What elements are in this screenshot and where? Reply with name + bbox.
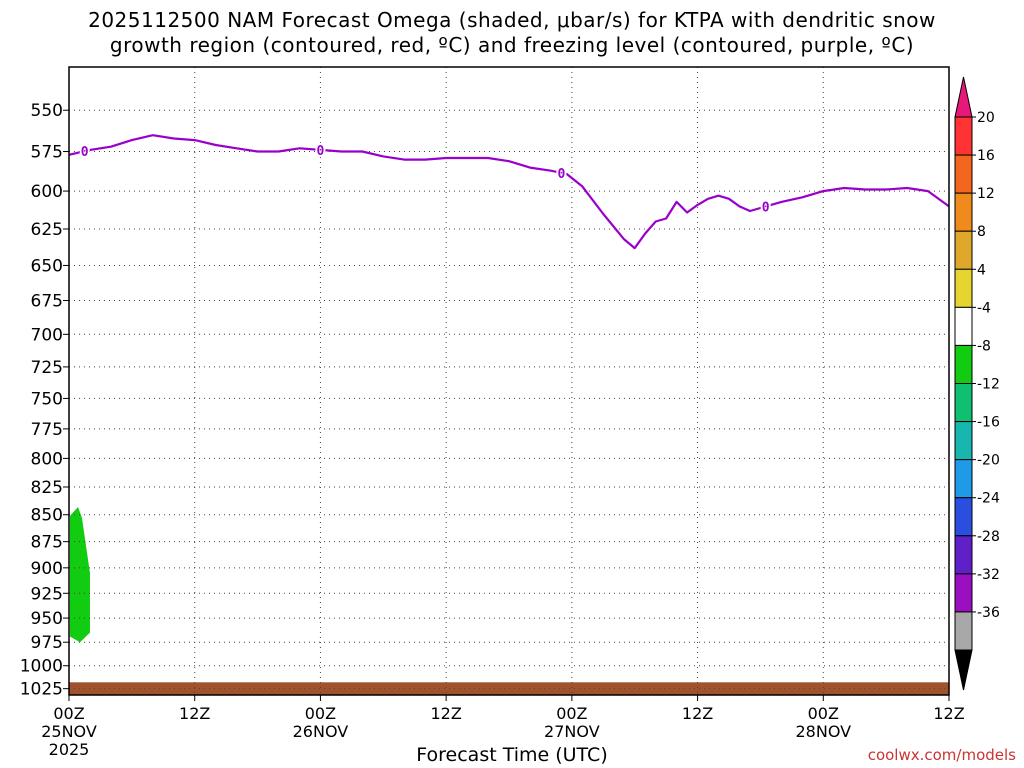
x-tick-label: 12Z [933, 704, 964, 723]
y-tick-label: 1000 [20, 657, 63, 677]
colorbar-box [954, 573, 973, 613]
colorbar-box [954, 421, 973, 461]
y-tick-label: 825 [31, 478, 63, 498]
y-tick-label: 925 [31, 584, 63, 604]
colorbar-box [954, 306, 973, 346]
colorbar-box [954, 116, 973, 156]
contour-label-background [760, 199, 771, 213]
plot-area: 0 0 0 0 [68, 67, 950, 695]
colorbar-label: 4 [977, 262, 986, 278]
contour-label-background [79, 144, 90, 158]
plot-frame [68, 66, 950, 696]
colorbar-label: -36 [977, 605, 1000, 621]
y-tick-label: 575 [31, 143, 63, 163]
colorbar-bottom-arrow [954, 649, 973, 691]
freezing-level-contour-label: 0 [317, 144, 325, 159]
colorbar-box [954, 383, 973, 423]
colorbar-label: -32 [977, 567, 1000, 583]
y-tick-label: 900 [31, 559, 63, 579]
omega-shaded-region [70, 507, 90, 643]
y-tick-label: 975 [31, 633, 63, 653]
x-tick-label: 00Z [305, 704, 336, 723]
axes: 550 575 600 625 650 675 700 725 750 775 800 825 850 8… [20, 66, 965, 759]
x-tick-year-label: 2025 [49, 740, 90, 759]
credit-link[interactable]: coolwx.com/models [867, 746, 1016, 764]
colorbar-box [954, 459, 973, 499]
colorbar-top-arrow [954, 76, 973, 118]
y-tick-label: 850 [31, 506, 63, 526]
y-tick-label: 600 [31, 182, 63, 202]
contour-label-background [315, 142, 326, 156]
x-tick-label: 00Z [808, 704, 839, 723]
colorbar-label: -12 [977, 377, 1000, 393]
y-tick-label: 775 [31, 420, 63, 440]
colorbar-box [954, 611, 973, 651]
x-tick-label: 12Z [179, 704, 210, 723]
colorbar-box [954, 230, 973, 270]
freezing-level-contour-label: 0 [557, 167, 565, 182]
x-tick-label: 00Z [556, 704, 587, 723]
y-tick-label: 725 [31, 358, 63, 378]
colorbar-box [954, 535, 973, 575]
x-tick-date-label: 26NOV [293, 722, 349, 741]
freezing-level-contour [68, 134, 950, 250]
colorbar-label: -4 [977, 300, 991, 316]
colorbar-label: -28 [977, 529, 1000, 545]
colorbar-label: 12 [977, 186, 995, 202]
x-tick-date-label: 25NOV [41, 722, 97, 741]
chart-title-line-2: growth region (contoured, red, ºC) and f… [109, 33, 915, 57]
y-tick-label: 800 [31, 449, 63, 469]
y-tick-label: 550 [31, 101, 63, 121]
x-axis-title: Forecast Time (UTC) [416, 744, 608, 766]
colorbar-box [954, 192, 973, 232]
y-tick-label: 950 [31, 609, 63, 629]
freezing-level-contour-label: 0 [81, 145, 89, 160]
colorbar-label: 16 [977, 148, 995, 164]
colorbar: 20 16 12 8 4 -4 -8 -12 -16 -20 -24 -28 -32 -36 [954, 76, 1000, 691]
y-tick-label: 750 [31, 389, 63, 409]
colorbar-label: -16 [977, 415, 1000, 431]
y-tick-label: 625 [31, 220, 63, 240]
y-tick-label: 875 [31, 533, 63, 553]
y-tick-label: 650 [31, 256, 63, 276]
x-tick-label: 12Z [430, 704, 461, 723]
colorbar-box [954, 344, 973, 384]
chart-title-line-1: 2025112500 NAM Forecast Omega (shaded, μ… [88, 8, 936, 32]
colorbar-box [954, 497, 973, 537]
colorbar-label: 20 [977, 110, 995, 126]
colorbar-box [954, 268, 973, 308]
x-tick-label: 00Z [53, 704, 84, 723]
x-tick-date-label: 28NOV [795, 722, 851, 741]
y-tick-label: 1025 [20, 680, 63, 700]
x-tick-date-label: 27NOV [544, 722, 600, 741]
x-tick-label: 12Z [682, 704, 713, 723]
colorbar-label: -8 [977, 338, 991, 354]
freezing-level-contour-label: 0 [762, 200, 770, 215]
y-tick-label: 675 [31, 292, 63, 312]
colorbar-label: -20 [977, 453, 1000, 469]
contour-label-background [556, 165, 567, 179]
colorbar-box [954, 154, 973, 194]
colorbar-label: -24 [977, 491, 1000, 507]
colorbar-label: 8 [977, 224, 986, 240]
y-tick-label: 700 [31, 325, 63, 345]
